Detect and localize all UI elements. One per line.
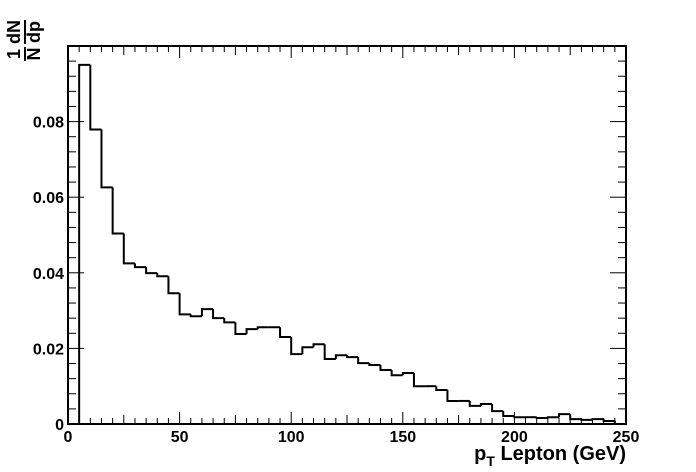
histogram-bin <box>312 343 325 348</box>
histogram-bin <box>368 363 381 367</box>
y-label-den: dp <box>24 21 44 43</box>
y-label-den: N <box>24 48 44 61</box>
histogram-bin <box>558 413 571 418</box>
histogram-bin <box>479 402 493 406</box>
x-tick-label: 100 <box>278 429 305 446</box>
histogram-bin <box>279 327 292 339</box>
histogram-bin <box>122 233 135 265</box>
histogram-bin <box>580 418 593 421</box>
histogram-bin <box>513 416 526 419</box>
histogram-bin <box>546 416 560 419</box>
histogram-bin <box>256 326 269 330</box>
x-tick-label: 0 <box>64 429 73 446</box>
histogram-bin <box>145 267 158 275</box>
histogram-bin <box>379 365 392 371</box>
histogram-bin <box>223 318 236 324</box>
histogram-bin <box>156 273 169 278</box>
y-tick-label: 0.06 <box>33 190 64 207</box>
histogram-bin <box>591 418 604 421</box>
histogram-bin <box>357 357 370 365</box>
histogram-bin <box>390 369 403 377</box>
y-label-num: dN <box>4 20 24 44</box>
y-tick-label: 0.04 <box>33 266 64 283</box>
histogram-bin <box>100 129 113 189</box>
histogram-bin <box>133 263 147 269</box>
y-tick-label: 0.08 <box>33 115 64 132</box>
x-tick-label: 150 <box>389 429 416 446</box>
histogram-bin <box>245 328 258 335</box>
histogram-bin <box>189 314 202 318</box>
histogram-bin <box>234 322 247 336</box>
histogram-bin <box>602 419 615 422</box>
histogram-bin <box>290 337 303 356</box>
histogram-bin <box>502 411 515 418</box>
histogram-bin <box>167 276 180 295</box>
histogram-bin <box>111 187 124 235</box>
histogram-bin <box>212 309 225 320</box>
y-label-num: 1 <box>4 49 24 59</box>
histogram-bin <box>200 308 214 317</box>
histogram-bin <box>401 371 414 376</box>
histogram-bin <box>178 293 191 316</box>
histogram-bin <box>334 354 347 359</box>
histogram-bin <box>613 420 626 425</box>
histogram-bin <box>468 400 481 407</box>
y-tick-label: 0 <box>55 417 64 434</box>
histogram-bin <box>491 403 504 413</box>
histogram-bin <box>412 372 426 388</box>
histogram-bin <box>435 386 448 391</box>
histogram-bin <box>323 344 336 360</box>
x-tick-label: 250 <box>613 429 640 446</box>
x-label-sub: T <box>486 453 495 469</box>
x-tick-label: 200 <box>501 429 528 446</box>
x-label-main: p <box>474 443 486 465</box>
histogram-bin <box>89 64 102 131</box>
histogram-bin <box>446 389 459 402</box>
y-axis-label: 1 NdN dp <box>4 20 44 61</box>
histogram-bin <box>569 414 582 421</box>
histogram-bin <box>78 63 91 424</box>
histogram-bin <box>346 355 359 359</box>
x-label-rest: Lepton (GeV) <box>495 443 626 465</box>
histogram-bin <box>535 416 548 419</box>
plot-frame <box>67 45 627 425</box>
x-tick-label: 50 <box>171 429 189 446</box>
x-axis-label: pT Lepton (GeV) <box>474 443 626 469</box>
histogram-bin <box>301 346 314 355</box>
y-tick-label: 0.02 <box>33 341 64 358</box>
